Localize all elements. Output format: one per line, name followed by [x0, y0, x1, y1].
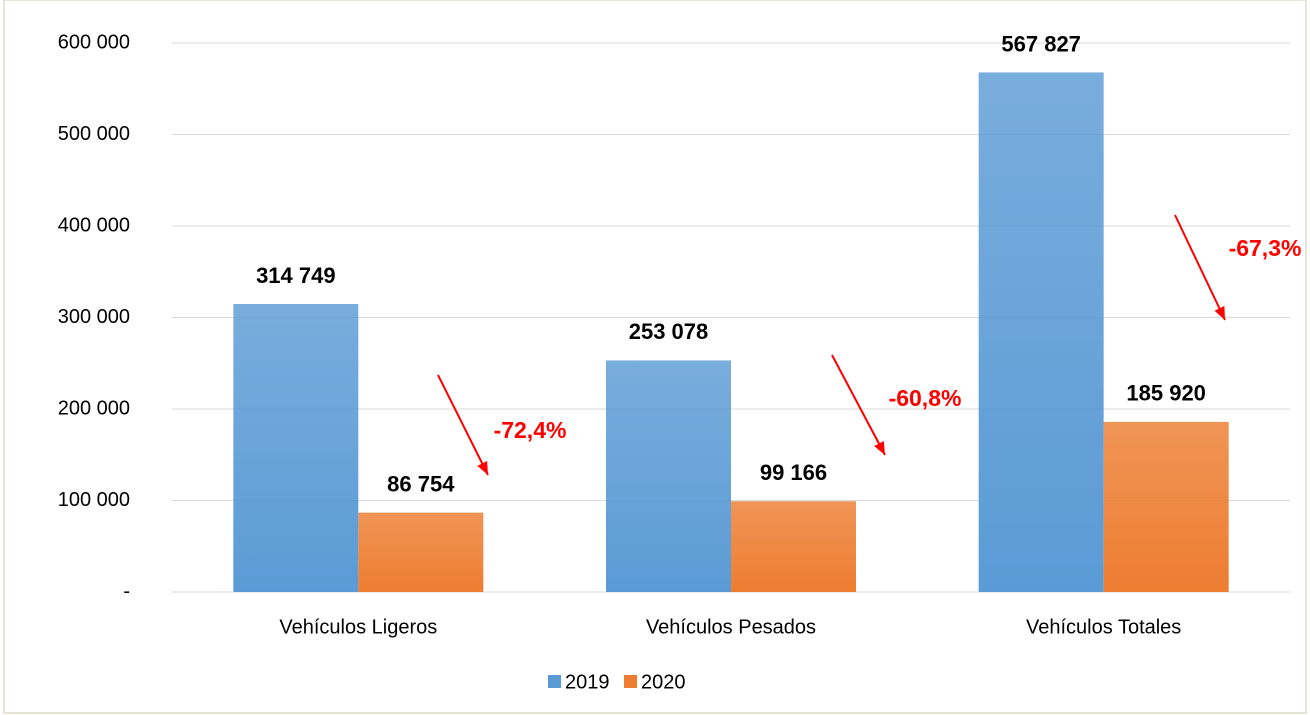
annotation-arrow [831, 354, 886, 456]
bar [358, 512, 484, 592]
bar [606, 360, 731, 592]
chart-border [3, 0, 1307, 714]
annotation-arrow [1174, 214, 1226, 321]
y-tick-label: 400 000 [58, 214, 130, 236]
x-tick-label: Vehículos Pesados [646, 616, 816, 638]
value-label: 99 166 [760, 460, 827, 485]
bar [233, 304, 359, 592]
bar [1103, 421, 1229, 592]
legend-label: 2020 [641, 671, 686, 693]
annotation-arrow [437, 374, 489, 476]
y-tick-label: 500 000 [58, 123, 130, 145]
x-tick-label: Vehículos Ligeros [279, 616, 437, 638]
y-tick-label: 200 000 [58, 397, 130, 419]
arrow-head [874, 441, 885, 455]
arrow-head [1214, 306, 1225, 320]
x-tick-label: Vehículos Totales [1026, 616, 1181, 638]
y-tick-label: - [123, 580, 130, 602]
bar [978, 72, 1104, 592]
arrow-head [477, 461, 488, 475]
annotation: -60,8% [889, 385, 962, 411]
legend-swatch [624, 675, 637, 688]
y-tick-label: 300 000 [58, 306, 130, 328]
value-label: 314 749 [256, 263, 336, 288]
value-label: 86 754 [387, 471, 455, 496]
value-label: 567 827 [1001, 31, 1081, 56]
y-tick-label: 100 000 [58, 489, 130, 511]
bar [731, 501, 856, 592]
legend-swatch [548, 675, 561, 688]
legend-label: 2019 [565, 671, 610, 693]
y-tick-label: 600 000 [58, 31, 130, 53]
annotation: -72,4% [494, 417, 567, 443]
value-label: 185 920 [1126, 381, 1206, 406]
value-label: 253 078 [629, 319, 709, 344]
annotation: -67,3% [1229, 235, 1302, 261]
